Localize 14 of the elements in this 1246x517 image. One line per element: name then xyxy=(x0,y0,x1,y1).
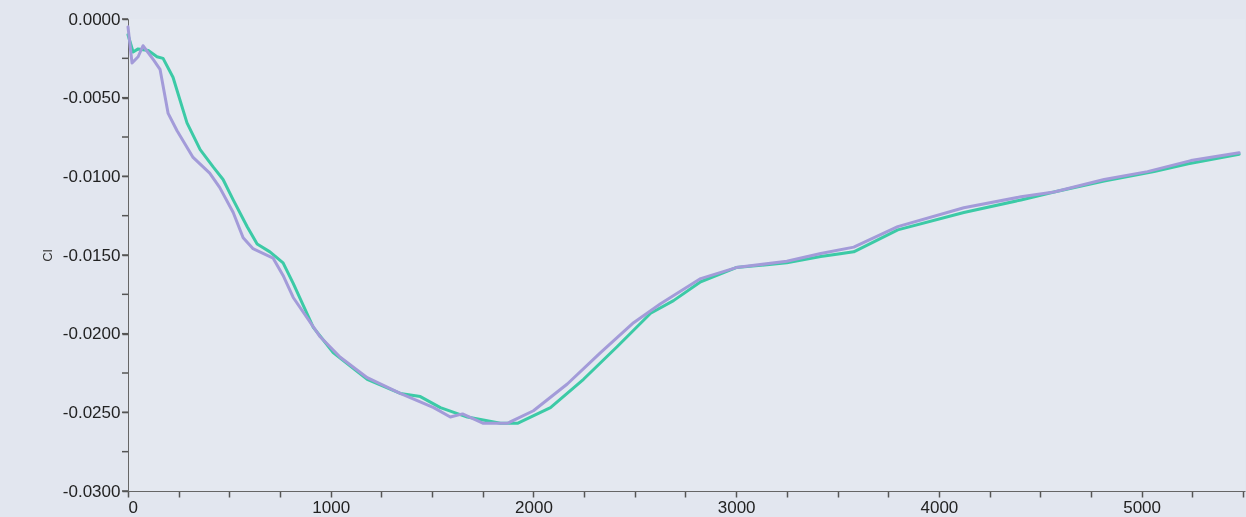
y-tick-label: -0.0200 xyxy=(62,324,121,344)
y-tick-label: -0.0150 xyxy=(62,245,121,265)
x-tick-label: 5000 xyxy=(1123,497,1162,517)
y-tick-label: -0.0050 xyxy=(62,88,121,108)
x-tick-label: 3000 xyxy=(717,497,756,517)
y-tick-label: -0.0250 xyxy=(62,402,121,422)
x-tick-label: 1000 xyxy=(312,497,351,517)
x-tick-label: 0 xyxy=(128,497,138,517)
y-tick-label: -0.0100 xyxy=(62,166,121,186)
y-tick-label: 0.0000 xyxy=(68,9,121,29)
y-axis-title: Cl xyxy=(39,249,55,262)
y-tick-label: -0.0300 xyxy=(62,481,121,501)
x-tick-label: 2000 xyxy=(515,497,553,517)
x-tick-label: 4000 xyxy=(920,497,959,517)
